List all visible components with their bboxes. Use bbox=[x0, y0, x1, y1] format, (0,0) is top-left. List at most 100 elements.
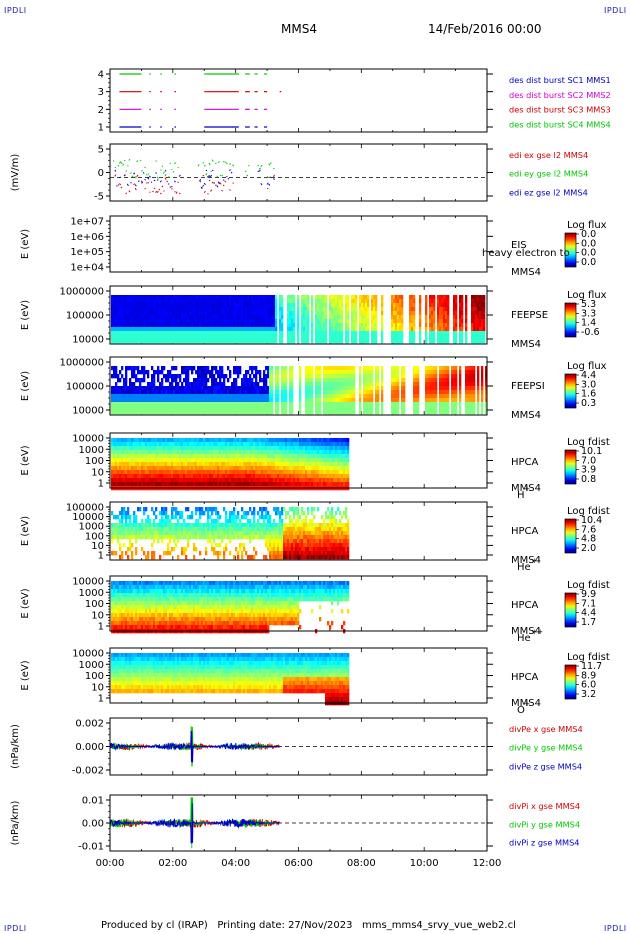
heatmap-cell bbox=[221, 319, 224, 324]
heatmap-cell bbox=[291, 366, 294, 371]
heatmap-cell bbox=[467, 370, 470, 375]
heatmap-cell bbox=[445, 402, 448, 407]
heatmap-cell bbox=[309, 402, 312, 407]
heatmap-cell bbox=[427, 394, 430, 399]
heatmap-cell bbox=[445, 299, 448, 304]
heatmap-cell bbox=[225, 438, 228, 443]
heatmap-cell bbox=[191, 366, 194, 371]
heatmap-cell bbox=[445, 374, 448, 379]
edi-sample bbox=[199, 179, 202, 182]
heatmap-cell bbox=[201, 295, 204, 300]
heatmap-cell bbox=[143, 466, 146, 471]
heatmap-cell bbox=[159, 390, 162, 395]
heatmap-cell bbox=[283, 366, 286, 371]
heatmap-cell bbox=[439, 394, 442, 399]
heatmap-cell bbox=[473, 303, 476, 308]
heatmap-cell bbox=[207, 470, 210, 475]
overlap-label: heavy electron to bbox=[482, 248, 570, 259]
heatmap-cell bbox=[197, 406, 200, 411]
heatmap-cell bbox=[123, 442, 126, 447]
heatmap-cell bbox=[141, 450, 144, 455]
heatmap-cell bbox=[127, 307, 130, 312]
heatmap-cell bbox=[325, 370, 328, 375]
heatmap-cell bbox=[477, 398, 480, 403]
heatmap-cell bbox=[141, 335, 144, 340]
heatmap-cell bbox=[259, 303, 262, 308]
heatmap-cell bbox=[429, 295, 432, 300]
heatmap-cell bbox=[185, 299, 188, 304]
heatmap-cell bbox=[111, 410, 114, 415]
heatmap-cell bbox=[291, 303, 294, 308]
heatmap-cell bbox=[205, 406, 208, 411]
heatmap-cell bbox=[179, 311, 182, 316]
heatmap-cell bbox=[171, 335, 174, 340]
heatmap-cell bbox=[431, 402, 434, 407]
heatmap-cell bbox=[303, 335, 306, 340]
heatmap-cell bbox=[201, 331, 204, 336]
heatmap-cell bbox=[419, 303, 422, 308]
heatmap-cell bbox=[133, 315, 136, 320]
heatmap-cell bbox=[155, 323, 158, 328]
heatmap-cell bbox=[287, 339, 290, 344]
edi-sample bbox=[210, 174, 213, 177]
heatmap-cell bbox=[471, 331, 474, 336]
heatmap-cell bbox=[479, 311, 482, 316]
heatmap-cell bbox=[197, 323, 200, 328]
heatmap-cell bbox=[317, 331, 320, 336]
heatmap-cell bbox=[331, 335, 334, 340]
heatmap-cell bbox=[367, 366, 370, 371]
heatmap-cell bbox=[413, 315, 416, 320]
heatmap-cell bbox=[365, 335, 368, 340]
heatmap-cell bbox=[377, 410, 380, 415]
heatmap-cell bbox=[123, 394, 126, 399]
heatmap-cell bbox=[209, 390, 212, 395]
heatmap-cell bbox=[353, 386, 356, 391]
heatmap-cell bbox=[131, 299, 134, 304]
heatmap-cell bbox=[417, 386, 420, 391]
heatmap-cell bbox=[197, 299, 200, 304]
heatmap-cell bbox=[355, 307, 358, 312]
heatmap-cell bbox=[325, 378, 328, 383]
edi-sample bbox=[120, 161, 123, 165]
heatmap-cell bbox=[161, 303, 164, 308]
heatmap-cell bbox=[481, 315, 484, 320]
heatmap-cell bbox=[173, 446, 176, 451]
heatmap-cell bbox=[187, 390, 190, 395]
heatmap-cell bbox=[203, 323, 206, 328]
heatmap-cell bbox=[223, 390, 226, 395]
edi-sample bbox=[117, 164, 120, 167]
heatmap-cell bbox=[161, 458, 164, 463]
heatmap-cell bbox=[193, 331, 196, 336]
heatmap-cell bbox=[209, 402, 212, 407]
heatmap-cell bbox=[439, 366, 442, 371]
heatmap-cell bbox=[121, 335, 124, 340]
heatmap-cell bbox=[223, 446, 226, 451]
heatmap-cell bbox=[119, 295, 122, 300]
heatmap-cell bbox=[145, 406, 148, 411]
heatmap-cell bbox=[173, 466, 176, 471]
heatmap-cell bbox=[121, 339, 124, 344]
heatmap-cell bbox=[201, 323, 204, 328]
heatmap-cell bbox=[285, 402, 288, 407]
heatmap-cell bbox=[425, 402, 428, 407]
heatmap-cell bbox=[245, 442, 248, 447]
heatmap-cell bbox=[219, 390, 222, 395]
heatmap-cell bbox=[129, 307, 132, 312]
heatmap-cell bbox=[137, 478, 140, 483]
heatmap-cell bbox=[143, 458, 146, 463]
heatmap-cell bbox=[477, 323, 480, 328]
heatmap-cell bbox=[115, 458, 118, 463]
heatmap-cell bbox=[311, 402, 314, 407]
heatmap-cell bbox=[477, 382, 480, 387]
heatmap-cell bbox=[171, 398, 174, 403]
heatmap-cell bbox=[411, 311, 414, 316]
heatmap-cell bbox=[239, 458, 242, 463]
heatmap-cell bbox=[243, 454, 246, 459]
heatmap-cell bbox=[327, 402, 330, 407]
heatmap-cell bbox=[367, 319, 370, 324]
heatmap-cell bbox=[203, 378, 206, 383]
heatmap-cell bbox=[141, 406, 144, 411]
heatmap-cell bbox=[445, 398, 448, 403]
heatmap-cell bbox=[113, 374, 116, 379]
